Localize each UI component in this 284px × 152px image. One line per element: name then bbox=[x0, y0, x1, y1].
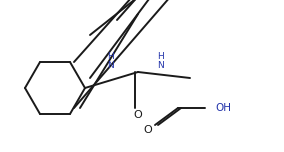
Text: H
N: H N bbox=[156, 52, 163, 70]
Text: H
N: H N bbox=[106, 52, 113, 70]
Text: O: O bbox=[144, 125, 153, 135]
Text: O: O bbox=[134, 110, 142, 120]
Text: OH: OH bbox=[215, 103, 231, 113]
